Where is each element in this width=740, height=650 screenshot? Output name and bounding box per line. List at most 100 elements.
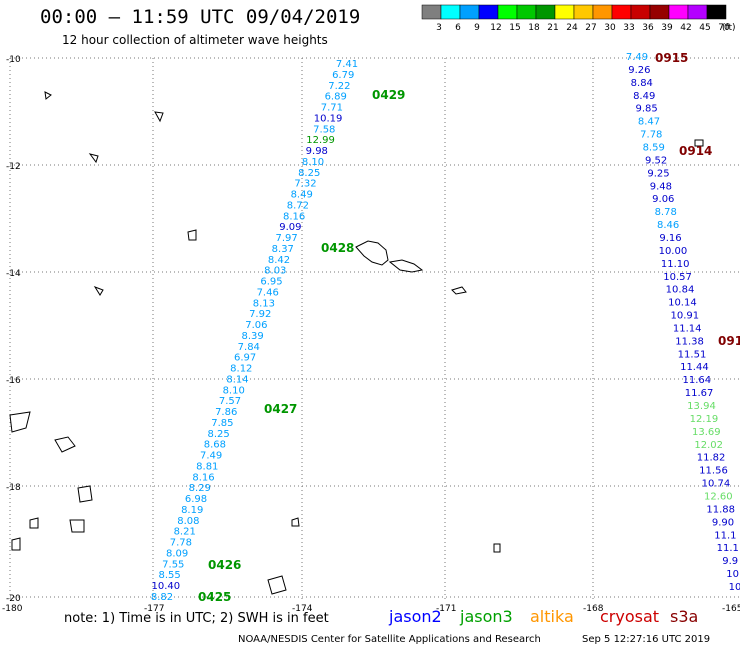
note-text: note: 1) Time is in UTC; 2) SWH is in fe… [64, 611, 329, 626]
track-value: 6.95 [260, 277, 282, 288]
footer-timestamp: Sep 5 12:27:16 UTC 2019 [582, 634, 711, 645]
legend-swatch [706, 4, 727, 20]
legend-label: 39 [661, 23, 673, 33]
track-value: 11.10 [661, 259, 690, 270]
track-value: 11.56 [699, 466, 728, 477]
track-value: 8.72 [287, 200, 309, 211]
island-small [44, 91, 52, 100]
track-value: 7.06 [245, 320, 267, 331]
track-value: 10.40 [151, 581, 180, 592]
page-title: 00:00 – 11:59 UTC 09/04/2019 [40, 6, 361, 28]
track-value: 8.46 [657, 220, 679, 231]
track-value: 9.90 [712, 517, 734, 528]
island-small [9, 411, 31, 433]
legend-swatch [649, 4, 670, 20]
track-value: 6.89 [325, 92, 347, 103]
track-value: 13.69 [692, 427, 721, 438]
track-value: 7.57 [219, 396, 241, 407]
track-jason3-west: 7.416.797.226.897.7110.197.5812.999.988.… [151, 59, 358, 603]
legend-label: 18 [528, 23, 540, 33]
lon-label: -165 [722, 604, 740, 614]
track-value: 8.09 [166, 549, 188, 560]
satellite-label-jason2: jason2 [389, 607, 442, 626]
track-value: 11.88 [706, 504, 735, 515]
track-value: 8.16 [283, 211, 305, 222]
pass-label: 0425 [198, 590, 231, 604]
legend-swatch [440, 4, 461, 20]
track-value: 10 [726, 569, 739, 580]
island-small [77, 485, 93, 503]
lon-axis-labels: -180 -177 -174 -171 -168 -165 [2, 604, 740, 614]
track-value: 7.84 [238, 342, 260, 353]
island-small [93, 286, 104, 296]
grid-lines [9, 57, 740, 600]
track-value: 7.41 [336, 59, 358, 70]
legend-label: 3 [436, 23, 442, 33]
legend-label: 15 [509, 23, 520, 33]
legend-swatch [535, 4, 556, 20]
track-value: 8.55 [158, 570, 180, 581]
track-value: 8.29 [189, 483, 211, 494]
legend-swatch [573, 4, 594, 20]
track-value: 11.51 [678, 349, 707, 360]
island-small [267, 575, 287, 595]
legend-unit: (ft) [722, 23, 736, 33]
satellite-label-cryosat: cryosat [600, 607, 660, 626]
track-value: 8.42 [268, 255, 290, 266]
legend-swatch [497, 4, 518, 20]
track-value: 8.82 [151, 592, 173, 603]
track-value: 8.03 [264, 266, 286, 277]
island-small [154, 111, 164, 123]
track-value: 11.1 [717, 543, 739, 554]
legend-swatch [668, 4, 689, 20]
satellite-label-s3a: s3a [670, 607, 699, 626]
pass-labels: 0429 0428 0427 0426 0425 0915 0914 091 [198, 51, 740, 604]
track-value: 10.74 [702, 479, 731, 490]
lat-label: -16 [6, 376, 21, 386]
track-value: 11.67 [685, 388, 714, 399]
track-value: 8.81 [196, 462, 218, 473]
satellite-label-jason3: jason3 [460, 607, 513, 626]
track-value: 8.25 [298, 168, 320, 179]
track-value: 10.91 [670, 311, 699, 322]
track-value: 10.57 [663, 272, 692, 283]
track-value: 8.47 [638, 117, 660, 128]
track-value: 7.71 [321, 103, 343, 114]
track-value: 9.09 [279, 222, 301, 233]
track-value: 8.78 [655, 207, 677, 218]
legend-label: 42 [680, 23, 691, 33]
legend-label: 24 [566, 23, 578, 33]
track-value: 9.06 [652, 194, 674, 205]
track-value: 8.49 [291, 190, 313, 201]
track-value: 8.84 [631, 78, 653, 89]
track-value: 13.94 [687, 401, 716, 412]
track-value: 8.10 [223, 385, 245, 396]
color-legend: 3 6 9 12 15 18 21 24 27 30 33 36 39 42 45 70(ft) [421, 4, 736, 33]
lon-label: -177 [144, 604, 164, 614]
track-value: 7.78 [640, 130, 662, 141]
track-value: 6.79 [332, 70, 354, 81]
track-value: 7.85 [211, 418, 233, 429]
track-value: 8.68 [204, 440, 226, 451]
legend-swatch [459, 4, 480, 20]
track-value: 10.14 [668, 298, 697, 309]
track-value: 6.98 [185, 494, 207, 505]
island-small [187, 229, 197, 241]
legend-label: 33 [623, 23, 634, 33]
track-value: 8.16 [192, 472, 214, 483]
track-value: 9.85 [635, 104, 657, 115]
track-value: 7.49 [626, 52, 648, 63]
pass-label: 0915 [655, 51, 688, 65]
track-value: 7.49 [200, 451, 222, 462]
island-small [291, 517, 300, 527]
track-value: 7.92 [249, 309, 271, 320]
track-value: 12.19 [690, 414, 719, 425]
island-outlines [9, 91, 704, 595]
lat-label: -12 [6, 162, 21, 172]
track-value: 8.49 [633, 91, 655, 102]
lat-label: -18 [6, 483, 21, 493]
island-small [451, 286, 467, 295]
track-value: 7.32 [294, 179, 316, 190]
footer-credit: NOAA/NESDIS Center for Satellite Applica… [238, 634, 541, 645]
